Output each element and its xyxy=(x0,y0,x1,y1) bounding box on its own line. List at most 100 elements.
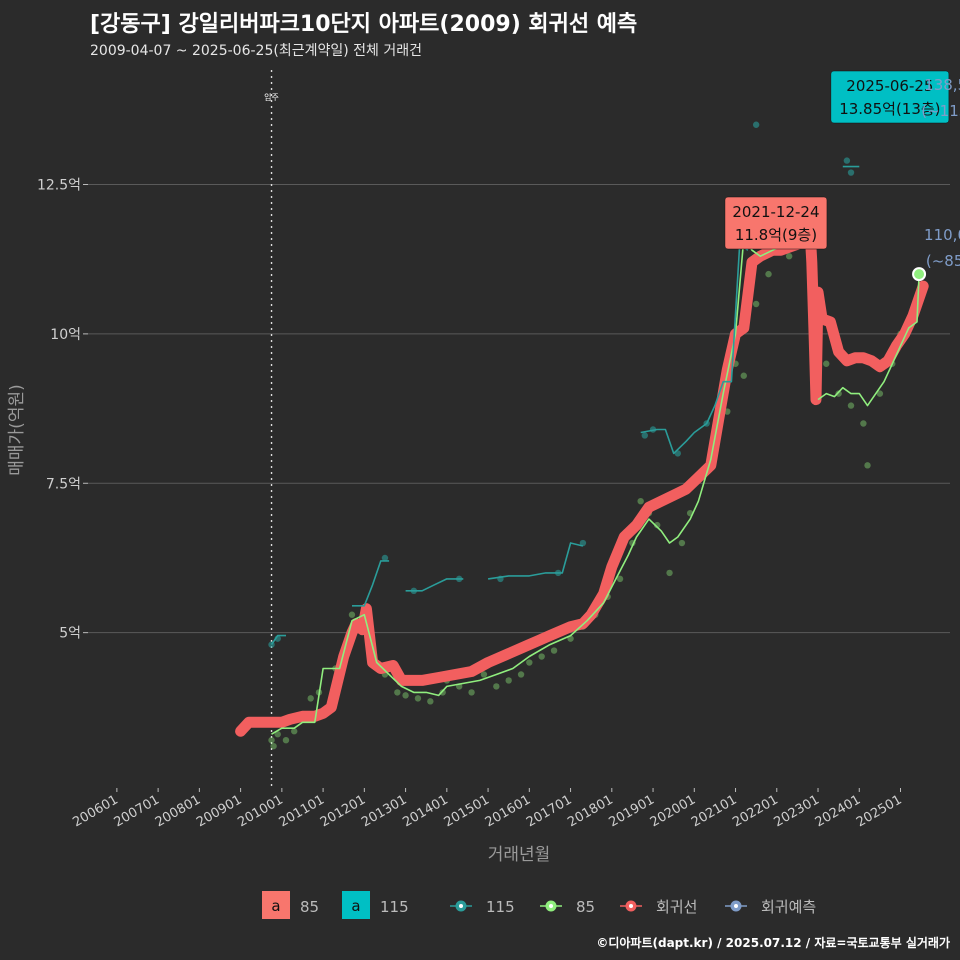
legend-key-dot-center xyxy=(459,904,463,908)
x-tick-label: 202501 xyxy=(854,792,904,830)
x-tick-label: 200801 xyxy=(153,792,203,830)
point-85 xyxy=(414,695,422,702)
annotations: 2021-12-24 11.8억(9층) 2025-06-25 13.85억(13층)… xyxy=(724,70,960,270)
point-85 xyxy=(307,695,314,702)
x-tick-label: 202401 xyxy=(813,792,863,830)
legend-label: 회귀예측 xyxy=(761,898,816,916)
series-85-line xyxy=(817,274,920,407)
point-85 xyxy=(427,698,434,705)
x-tick-label: 201601 xyxy=(483,792,533,830)
legend-label: 115 xyxy=(486,898,515,916)
point-85 xyxy=(823,360,830,367)
legend-key-box xyxy=(342,891,370,919)
point-85 xyxy=(740,372,747,379)
legend-key-glyph: a xyxy=(271,897,280,915)
latest-label-box xyxy=(830,70,950,124)
latest-label-date: 2025-06-25 xyxy=(846,77,933,95)
x-axis-label: 거래년월 xyxy=(488,845,551,865)
x-tick-label: 201501 xyxy=(442,792,492,830)
x-tick-label: 200601 xyxy=(70,792,120,830)
x-tick-label: 202001 xyxy=(648,792,698,830)
point-85 xyxy=(666,569,673,577)
x-tick-label: 202301 xyxy=(772,792,822,830)
move-in-marker: 입주 xyxy=(264,70,279,788)
point-85 xyxy=(526,659,533,666)
legend-label: 85 xyxy=(300,898,319,916)
x-tick-label: 201101 xyxy=(277,792,327,830)
point-115 xyxy=(843,157,851,164)
forecast-85-value: 110,000 xyxy=(924,226,960,244)
forecast-85-area: (~85㎡) xyxy=(926,252,960,270)
peak-label-value: 11.8억(9층) xyxy=(735,226,817,244)
point-85 xyxy=(291,728,298,735)
series-115-line xyxy=(405,578,464,592)
point-85 xyxy=(268,736,275,744)
series-115-line xyxy=(487,542,584,580)
move-in-label: 입주 xyxy=(264,93,279,102)
series-115-line xyxy=(270,634,286,646)
latest-label-value: 13.85억(13층) xyxy=(839,100,940,118)
x-tick-label: 201901 xyxy=(607,792,657,830)
legend-label: 회귀선 xyxy=(656,898,697,916)
point-85 xyxy=(835,390,842,397)
y-tick-label: 7.5억 xyxy=(46,476,81,492)
point-85 xyxy=(348,611,356,618)
grid-lines xyxy=(88,184,950,634)
point-85 xyxy=(678,539,686,547)
point-85 xyxy=(274,731,281,738)
point-115 xyxy=(752,121,760,128)
x-tick-label: 200901 xyxy=(194,792,244,830)
legend-key-glyph: a xyxy=(351,897,360,915)
x-tick-label: 202201 xyxy=(730,792,780,830)
point-85 xyxy=(480,671,488,678)
legend-key-dot-center xyxy=(549,904,553,908)
x-tick-label: 200701 xyxy=(112,792,162,830)
series-lines xyxy=(235,165,929,737)
latest-85-point xyxy=(912,267,927,282)
series-85-line xyxy=(271,225,803,735)
forecast-115-area: (~115㎡) xyxy=(921,102,960,120)
x-tick-label: 201201 xyxy=(318,792,368,830)
legend-key-dot-center xyxy=(629,904,633,908)
point-85 xyxy=(493,683,500,690)
point-85 xyxy=(653,521,661,529)
point-85 xyxy=(637,497,644,505)
x-tick-label: 202101 xyxy=(689,792,739,830)
x-tick-label: 201001 xyxy=(235,792,285,830)
point-85 xyxy=(270,742,277,750)
legend: a 85 a 115 115 85 회귀선 회귀예측 xyxy=(262,891,816,919)
point-85 xyxy=(505,677,512,684)
y-axis-label: 매매가(억원) xyxy=(7,384,27,475)
point-85 xyxy=(860,420,867,427)
point-85 xyxy=(550,647,558,654)
point-85 xyxy=(847,402,855,409)
legend-label: 115 xyxy=(380,898,409,916)
x-tick-label: 201801 xyxy=(565,792,615,830)
point-115 xyxy=(381,554,389,562)
point-85 xyxy=(538,653,545,660)
point-85 xyxy=(402,692,409,699)
point-85 xyxy=(517,671,525,678)
legend-key-box xyxy=(262,891,290,919)
x-tick-label: 201301 xyxy=(359,792,409,830)
series-115-line xyxy=(352,560,390,607)
series-115-line xyxy=(640,243,749,455)
y-tick-label: 10억 xyxy=(50,327,81,343)
point-85 xyxy=(864,462,871,469)
point-85 xyxy=(282,736,290,744)
chart-subtitle: 2009-04-07 ~ 2025-06-25(최근계약일) 전체 거래건 xyxy=(90,43,422,59)
point-115 xyxy=(641,432,648,439)
y-tick-label: 12.5억 xyxy=(37,178,81,194)
point-115 xyxy=(847,169,855,176)
point-85 xyxy=(439,689,446,696)
point-85 xyxy=(876,390,884,397)
regression-line xyxy=(235,220,929,737)
y-axis-ticks: 5억 7.5억 10억 12.5억 xyxy=(37,178,88,642)
footer-credit: ©디아파트(dapt.kr) / 2025.07.12 / 자료=국토교통부 실… xyxy=(596,936,950,950)
chart-title: [강동구] 강일리버파크10단지 아파트(2009) 회귀선 예측 xyxy=(90,12,638,37)
peak-label-date: 2021-12-24 xyxy=(732,203,819,221)
peak-label-box xyxy=(724,196,828,250)
point-85 xyxy=(616,575,624,583)
